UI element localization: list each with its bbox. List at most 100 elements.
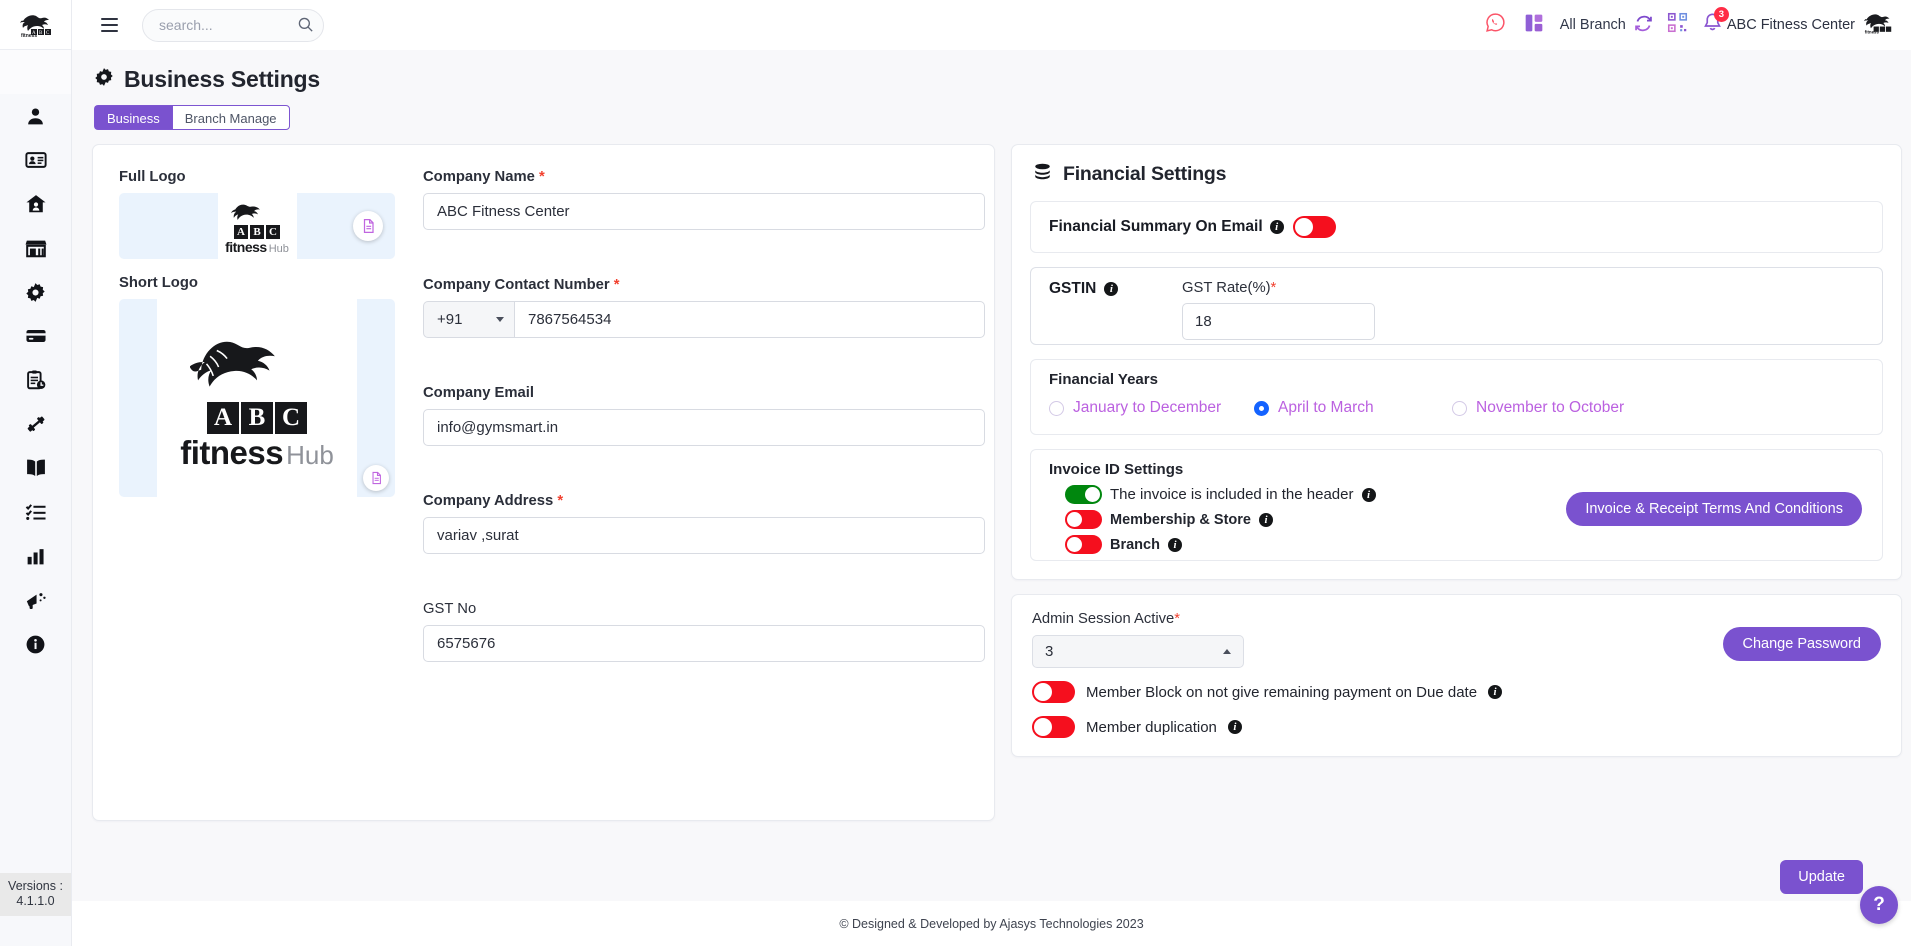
financial-summary-email-toggle[interactable] xyxy=(1292,216,1336,238)
field-company-address: Company Address * xyxy=(423,493,985,554)
gst-no-label: GST No xyxy=(423,601,477,617)
search-input[interactable] xyxy=(142,8,324,42)
sidebar-brand-logo[interactable]: A B C fitness xyxy=(0,0,71,50)
info-icon[interactable]: i xyxy=(1259,512,1273,527)
phone-input-group: +91 xyxy=(423,301,985,338)
sidebar-item-info[interactable] xyxy=(0,622,71,666)
member-duplication-toggle[interactable] xyxy=(1032,716,1075,738)
full-logo-preview: A B C fitness Hub xyxy=(119,193,395,259)
sidebar-item-settings[interactable] xyxy=(0,270,71,314)
radio-circle-icon xyxy=(1452,400,1467,416)
company-address-input[interactable] xyxy=(423,517,985,554)
financial-years-section: Financial Years January to December Apri… xyxy=(1030,359,1883,435)
radio-november-to-october[interactable]: November to October xyxy=(1452,399,1624,417)
whatsapp-icon[interactable] xyxy=(1485,12,1506,38)
required-marker: * xyxy=(1174,611,1181,627)
card-icon xyxy=(25,329,46,343)
page-content: Business Settings Business Branch Manage… xyxy=(72,50,1911,946)
company-name-input[interactable] xyxy=(423,193,985,230)
page-title: Business Settings xyxy=(94,66,1911,93)
radio-april-to-march[interactable]: April to March xyxy=(1254,399,1452,417)
refresh-icon[interactable] xyxy=(1634,14,1653,37)
invoice-id-settings-title: Invoice ID Settings xyxy=(1049,461,1184,478)
sidebar-item-home-user[interactable] xyxy=(0,182,71,226)
avatar[interactable]: fitness xyxy=(1863,11,1893,40)
member-block-toggle[interactable] xyxy=(1032,681,1075,703)
notifications-button[interactable]: 3 xyxy=(1702,7,1729,38)
gear-icon xyxy=(26,282,45,302)
admin-session-select[interactable]: 3 xyxy=(1032,635,1244,668)
label-text: Company Contact Number xyxy=(423,277,610,293)
label-text: Company Name xyxy=(423,169,535,185)
gstin-label: GSTIN xyxy=(1049,280,1097,297)
sidebar-item-marketing[interactable] xyxy=(0,578,71,622)
required-marker: * xyxy=(557,493,564,509)
financial-settings-title: Financial Settings xyxy=(1063,163,1227,185)
country-code-select[interactable]: +91 xyxy=(423,301,514,338)
logo-wordmark: fitness Hub xyxy=(225,239,289,255)
field-company-email: Company Email xyxy=(423,385,985,446)
company-contact-input[interactable] xyxy=(514,301,985,338)
logo-word-light: Hub xyxy=(268,242,289,255)
info-icon[interactable]: i xyxy=(1167,537,1182,552)
invoice-receipt-terms-button[interactable]: Invoice & Receipt Terms And Conditions xyxy=(1566,492,1862,526)
gst-rate-input[interactable] xyxy=(1182,303,1375,340)
radio-circle-icon xyxy=(1049,400,1064,416)
label-text: Admin Session Active xyxy=(1032,611,1175,627)
company-email-input[interactable] xyxy=(423,409,985,446)
full-logo-image: A B C fitness Hub xyxy=(217,193,297,259)
qr-code-icon[interactable] xyxy=(1667,12,1688,38)
business-form: Company Name * Company Contact Number * xyxy=(423,169,985,687)
sidebar-item-library[interactable] xyxy=(0,446,71,490)
info-icon[interactable]: i xyxy=(1361,487,1376,502)
gstin-row: GSTIN i GST Rate(%)* xyxy=(1030,267,1883,345)
sidebar-item-store[interactable] xyxy=(0,226,71,270)
info-icon[interactable]: i xyxy=(1269,220,1284,234)
sidebar-item-reports-log[interactable] xyxy=(0,358,71,402)
info-icon[interactable]: i xyxy=(1104,282,1119,296)
branch-toggle[interactable] xyxy=(1065,535,1102,554)
sidebar-item-analytics[interactable] xyxy=(0,534,71,578)
branch-selector[interactable]: All Branch xyxy=(1560,14,1653,37)
sidebar-item-workouts[interactable] xyxy=(0,402,71,446)
membership-store-label: Membership & Store xyxy=(1110,511,1251,528)
menu-toggle-button[interactable] xyxy=(92,8,126,42)
short-logo-upload-button[interactable] xyxy=(363,465,389,491)
membership-store-toggle[interactable] xyxy=(1065,510,1102,529)
top-bar: All Branch xyxy=(72,0,1911,50)
member-duplication-label: Member duplication xyxy=(1086,718,1217,736)
info-icon[interactable]: i xyxy=(1488,685,1503,699)
apps-icon[interactable] xyxy=(1524,13,1544,38)
full-logo-upload-button[interactable] xyxy=(353,211,383,241)
member-block-label: Member Block on not give remaining payme… xyxy=(1086,683,1478,701)
account-name[interactable]: ABC Fitness Center xyxy=(1726,17,1855,33)
short-logo-preview: A B C fitness Hub xyxy=(119,299,395,497)
help-button[interactable]: ? xyxy=(1860,886,1898,924)
sidebar-item-payments[interactable] xyxy=(0,314,71,358)
lion-graphic-icon xyxy=(230,204,260,220)
financial-settings-card: Financial Settings Financial Summary On … xyxy=(1011,144,1902,580)
invoice-header-toggle[interactable] xyxy=(1065,485,1102,504)
gst-no-input[interactable] xyxy=(423,625,985,662)
invoice-row-branch: Branch i xyxy=(1065,535,1864,554)
radio-january-to-december[interactable]: January to December xyxy=(1049,399,1254,417)
settings-columns: Full Logo A B C xyxy=(72,130,1911,821)
sidebar-item-member[interactable] xyxy=(0,94,71,138)
info-icon[interactable]: i xyxy=(1227,720,1242,734)
admin-session-value: 3 xyxy=(1045,643,1054,660)
financial-years-title: Financial Years xyxy=(1049,371,1158,388)
sidebar-item-checklist[interactable] xyxy=(0,490,71,534)
sidebar-item-id-card[interactable] xyxy=(0,138,71,182)
page-title-text: Business Settings xyxy=(124,66,320,92)
logo-word-light: Hub xyxy=(286,440,334,470)
admin-session-card: Admin Session Active* 3 Change Password … xyxy=(1011,594,1902,757)
update-button[interactable]: Update xyxy=(1780,860,1863,894)
full-logo-label: Full Logo xyxy=(119,169,186,185)
label-text: GST Rate(%) xyxy=(1182,280,1271,296)
sidebar-secondary-logo xyxy=(0,50,71,94)
tab-branch-manage[interactable]: Branch Manage xyxy=(171,105,290,130)
invoice-id-settings-section: Invoice ID Settings The invoice is inclu… xyxy=(1030,449,1883,561)
change-password-button[interactable]: Change Password xyxy=(1722,627,1881,661)
logos-column: Full Logo A B C xyxy=(119,169,395,687)
tab-business[interactable]: Business xyxy=(94,105,172,130)
